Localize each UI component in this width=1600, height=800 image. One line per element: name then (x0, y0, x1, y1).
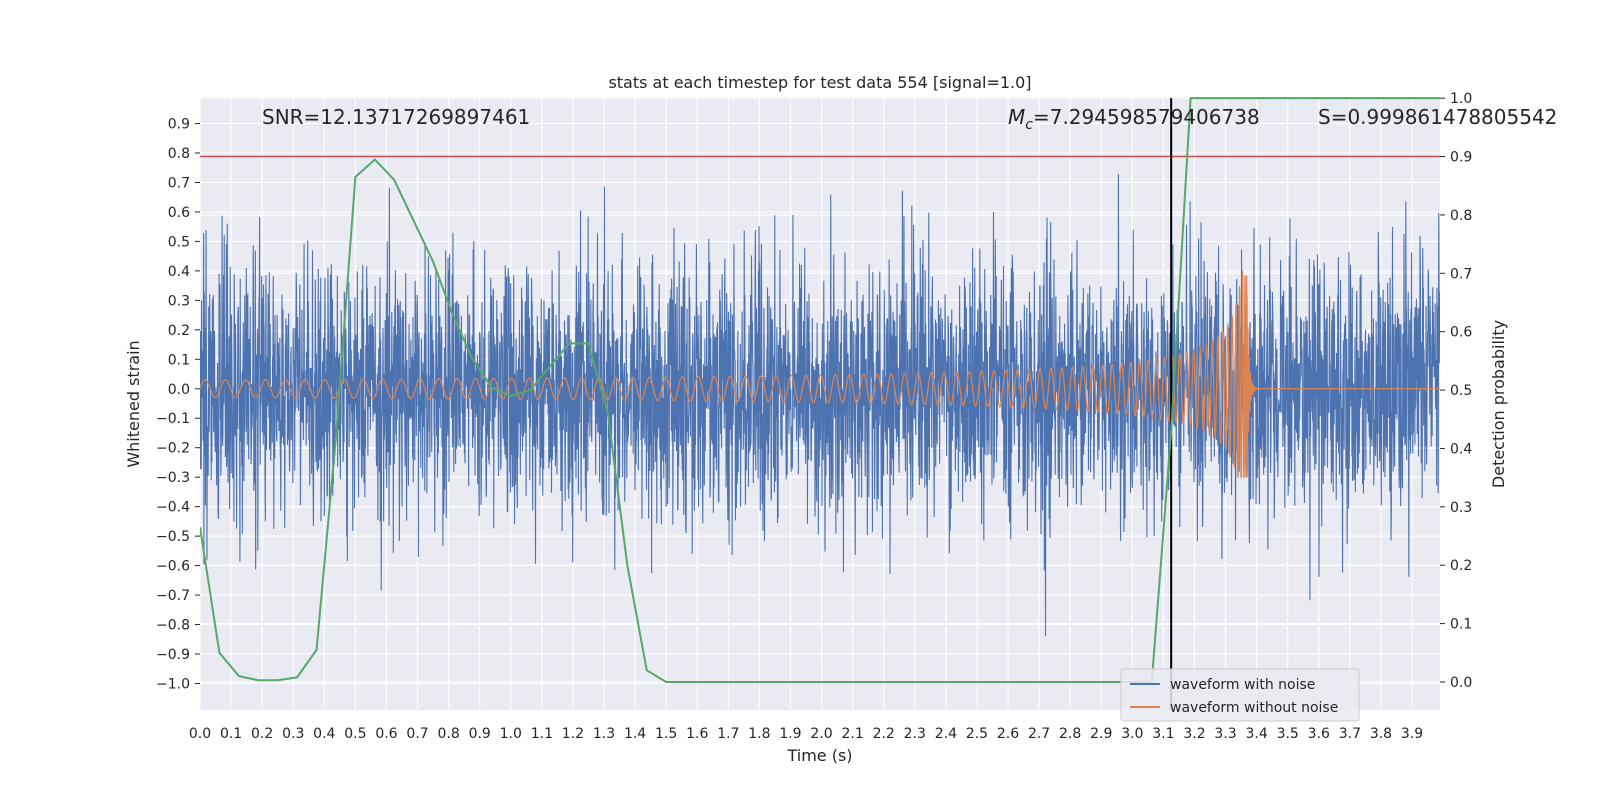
chart-title: stats at each timestep for test data 554… (608, 73, 1031, 92)
x-tick-label: 0.6 (375, 726, 397, 742)
x-tick-label: 3.9 (1401, 726, 1423, 742)
x-tick-label: 0.0 (189, 726, 211, 742)
x-tick-label: 1.5 (655, 726, 677, 742)
chirp-mass-annotation: Mc=7.294598579406738 (1008, 105, 1260, 133)
y-tick-label: 0.9 (168, 117, 190, 133)
y2-tick-label: 0.4 (1450, 441, 1472, 457)
x-tick-label: 2.6 (997, 726, 1019, 742)
y2-tick-label: 0.9 (1450, 150, 1472, 166)
x-tick-label: 2.7 (1028, 726, 1050, 742)
x-tick-label: 0.9 (469, 726, 491, 742)
x-tick-label: 2.3 (904, 726, 926, 742)
x-axis-ticks: 0.0 0.1 0.2 0.3 0.4 0.5 0.6 0.7 0.8 0.9 1.0 1.1 1.2 1… (189, 726, 1423, 742)
y-tick-label: 0.3 (168, 293, 190, 309)
x-tick-label: 3.1 (1152, 726, 1174, 742)
y-tick-label: −0.9 (156, 647, 190, 663)
x-tick-label: 1.8 (748, 726, 770, 742)
y-tick-label: 0.7 (168, 175, 190, 191)
y-tick-label: −1.0 (156, 676, 190, 692)
x-tick-label: 3.3 (1214, 726, 1236, 742)
x-tick-label: 0.2 (251, 726, 273, 742)
y-tick-label: −0.7 (156, 588, 190, 604)
y-axis-label: Whitened strain (124, 340, 143, 467)
series-waveform-without-noise (200, 270, 1440, 478)
snr-annotation: SNR=12.13717269897461 (262, 105, 530, 129)
y-tick-label: 0.8 (168, 146, 190, 162)
x-tick-label: 1.1 (531, 726, 553, 742)
x-tick-label: 0.8 (437, 726, 459, 742)
y2-tick-label: 0.8 (1450, 208, 1472, 224)
y2-tick-label: 0.1 (1450, 617, 1472, 633)
x-tick-label: 3.7 (1339, 726, 1361, 742)
x-tick-label: 3.8 (1370, 726, 1392, 742)
x-tick-label: 1.4 (624, 726, 646, 742)
y-tick-label: −0.1 (156, 411, 190, 427)
x-tick-label: 3.2 (1183, 726, 1205, 742)
y2-tick-label: 0.2 (1450, 558, 1472, 574)
x-tick-label: 2.4 (935, 726, 957, 742)
legend-label-noise: waveform with noise (1170, 677, 1315, 693)
y-tick-label: −0.4 (156, 500, 190, 516)
x-tick-label: 1.2 (562, 726, 584, 742)
y-tick-label: −0.6 (156, 559, 190, 575)
y-tick-label: 0.0 (168, 382, 190, 398)
y-axis-ticks: 0.9 0.8 0.7 0.6 0.5 0.4 0.3 0.2 0.1 0.0 −0.1 −0.2 −0… (156, 117, 200, 692)
x-axis-label: Time (s) (786, 746, 852, 765)
y2-tick-label: 0.7 (1450, 266, 1472, 282)
y-tick-label: 0.1 (168, 352, 190, 368)
y-tick-label: 0.4 (168, 264, 190, 280)
x-tick-label: 0.1 (220, 726, 242, 742)
s-annotation: S=0.999861478805542 (1318, 105, 1557, 129)
x-tick-label: 3.4 (1246, 726, 1268, 742)
x-tick-label: 1.0 (500, 726, 522, 742)
x-tick-label: 2.2 (873, 726, 895, 742)
y-tick-label: 0.6 (168, 205, 190, 221)
y-tick-label: 0.2 (168, 323, 190, 339)
y2-tick-label: 0.0 (1450, 675, 1472, 691)
x-tick-label: 2.0 (810, 726, 832, 742)
x-tick-label: 0.7 (406, 726, 428, 742)
y2-axis-ticks: 1.0 0.9 0.8 0.7 0.6 0.5 0.4 0.3 0.2 0.1 0.0 (1440, 91, 1472, 691)
x-tick-label: 0.5 (344, 726, 366, 742)
y2-tick-label: 1.0 (1450, 91, 1472, 107)
y-tick-label: −0.8 (156, 618, 190, 634)
y2-tick-label: 0.5 (1450, 383, 1472, 399)
legend: waveform with noise waveform without noi… (1120, 668, 1360, 722)
y2-axis-label: Detection probability (1489, 320, 1508, 488)
x-tick-label: 3.5 (1277, 726, 1299, 742)
y-tick-label: 0.5 (168, 234, 190, 250)
y-tick-label: −0.5 (156, 529, 190, 545)
x-tick-label: 1.6 (686, 726, 708, 742)
x-tick-label: 1.9 (779, 726, 801, 742)
x-tick-label: 1.3 (593, 726, 615, 742)
x-tick-label: 0.4 (313, 726, 335, 742)
x-tick-label: 0.3 (282, 726, 304, 742)
x-tick-label: 2.1 (841, 726, 863, 742)
x-tick-label: 1.7 (717, 726, 739, 742)
x-tick-label: 2.8 (1059, 726, 1081, 742)
y2-tick-label: 0.6 (1450, 325, 1472, 341)
x-tick-label: 3.0 (1121, 726, 1143, 742)
y-tick-label: −0.2 (156, 441, 190, 457)
y-tick-label: −0.3 (156, 470, 190, 486)
x-tick-label: 2.5 (966, 726, 988, 742)
x-tick-label: 2.9 (1090, 726, 1112, 742)
x-tick-label: 3.6 (1308, 726, 1330, 742)
y2-tick-label: 0.3 (1450, 500, 1472, 516)
legend-label-clean: waveform without noise (1170, 700, 1338, 716)
legend-box (1120, 668, 1360, 722)
